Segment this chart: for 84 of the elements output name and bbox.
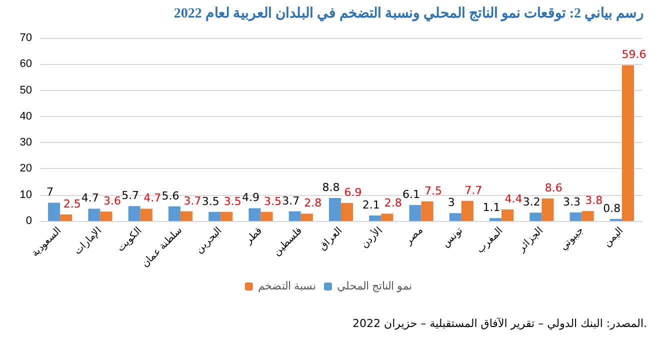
data-label: 7 bbox=[46, 186, 54, 199]
text: المصدر: البنك الدولي – تقرير الآفاق المستقبلية – حزيران 2022. bbox=[352, 317, 648, 330]
bar bbox=[60, 214, 72, 221]
y-tick-label: 70 bbox=[20, 32, 32, 44]
bar bbox=[570, 212, 582, 221]
legend-label: نمو الناتج المحلي bbox=[336, 280, 412, 292]
bar bbox=[168, 206, 180, 221]
data-label: 2.8 bbox=[384, 196, 402, 210]
y-tick-label: 40 bbox=[20, 110, 32, 122]
x-tick-label: مصر bbox=[402, 225, 426, 248]
data-label: 6.1 bbox=[402, 188, 420, 202]
bar bbox=[180, 211, 193, 221]
x-tick-label: فلسطين bbox=[272, 225, 305, 258]
data-label: 3.8 bbox=[585, 194, 603, 208]
bar bbox=[369, 216, 382, 221]
y-tick-label: 50 bbox=[20, 84, 32, 96]
data-label: 3.5 bbox=[202, 194, 220, 208]
y-tick-label: 10 bbox=[20, 188, 32, 201]
data-label: 8.6 bbox=[544, 182, 562, 195]
bar bbox=[381, 214, 394, 221]
data-label: 8.8 bbox=[322, 180, 340, 194]
y-tick-label: 20 bbox=[20, 162, 32, 175]
bar bbox=[461, 200, 474, 221]
bar bbox=[48, 202, 60, 221]
data-label: 4.9 bbox=[242, 191, 260, 204]
bar bbox=[409, 205, 422, 221]
x-tick-label: الإمارات bbox=[72, 225, 104, 257]
y-tick-label: 60 bbox=[20, 58, 32, 70]
data-label: 59.6 bbox=[622, 48, 646, 62]
data-label: 1.1 bbox=[482, 201, 500, 214]
x-tick-label: الأردن bbox=[358, 224, 386, 251]
x-tick-label: جيبوتي bbox=[558, 225, 586, 253]
data-label: 3.7 bbox=[184, 194, 202, 208]
bar bbox=[100, 212, 112, 221]
x-tick-label: السعودية bbox=[30, 225, 64, 260]
x-tick-label: المغرب bbox=[475, 225, 506, 256]
data-label: 2.8 bbox=[304, 196, 322, 210]
data-label: 4.7 bbox=[81, 192, 99, 205]
data-label: 3 bbox=[448, 196, 455, 210]
data-label: 3.5 bbox=[264, 194, 282, 208]
bar bbox=[220, 212, 233, 221]
bar bbox=[260, 212, 273, 221]
data-label: 3.3 bbox=[563, 195, 581, 208]
data-label: 5.6 bbox=[162, 189, 180, 202]
data-label: 7.7 bbox=[464, 184, 482, 197]
data-label: 3.2 bbox=[522, 196, 540, 209]
bar bbox=[542, 198, 554, 221]
x-tick-label: البحرين bbox=[194, 225, 224, 256]
x-tick-label: الجزائر bbox=[516, 225, 546, 255]
y-tick-label: 0 bbox=[26, 215, 32, 227]
chart-title: رسم بياني 2: توقعات نمو الناتج المحلي ونسبة التضخم في البلدان العربية لعام 2022 bbox=[174, 6, 644, 22]
data-label: 4.7 bbox=[144, 192, 162, 205]
data-label: 4.4 bbox=[504, 192, 522, 206]
data-label: 2.1 bbox=[362, 198, 380, 212]
bar bbox=[530, 212, 542, 221]
data-label: 3.6 bbox=[103, 194, 121, 208]
bar bbox=[421, 201, 434, 221]
bar bbox=[128, 206, 140, 221]
bar bbox=[449, 213, 462, 221]
bar bbox=[622, 65, 634, 221]
y-tick-label: 30 bbox=[20, 136, 32, 149]
bar bbox=[88, 208, 100, 221]
x-tick-label: العراق bbox=[317, 225, 345, 253]
bar bbox=[300, 214, 313, 221]
data-label: 3.5 bbox=[224, 194, 242, 208]
data-label: 6.9 bbox=[344, 186, 362, 199]
data-label: 7.5 bbox=[424, 184, 442, 198]
bar bbox=[489, 218, 502, 221]
legend-label: نسبة التضخم bbox=[258, 280, 316, 292]
x-tick-label: اليمن bbox=[602, 225, 626, 250]
data-label: 0.8 bbox=[603, 202, 621, 215]
data-label: 3.7 bbox=[282, 194, 300, 208]
bar bbox=[288, 211, 301, 221]
bar bbox=[208, 212, 221, 221]
x-tick-label: تونس bbox=[440, 225, 466, 250]
bar bbox=[502, 209, 514, 221]
bar bbox=[582, 211, 594, 221]
bar bbox=[140, 208, 152, 221]
bar bbox=[248, 208, 261, 221]
bar bbox=[328, 198, 341, 221]
data-label: 5.7 bbox=[122, 189, 140, 202]
data-label: 2.5 bbox=[63, 197, 81, 210]
bar bbox=[341, 202, 354, 221]
x-tick-label: قطر bbox=[242, 225, 265, 248]
